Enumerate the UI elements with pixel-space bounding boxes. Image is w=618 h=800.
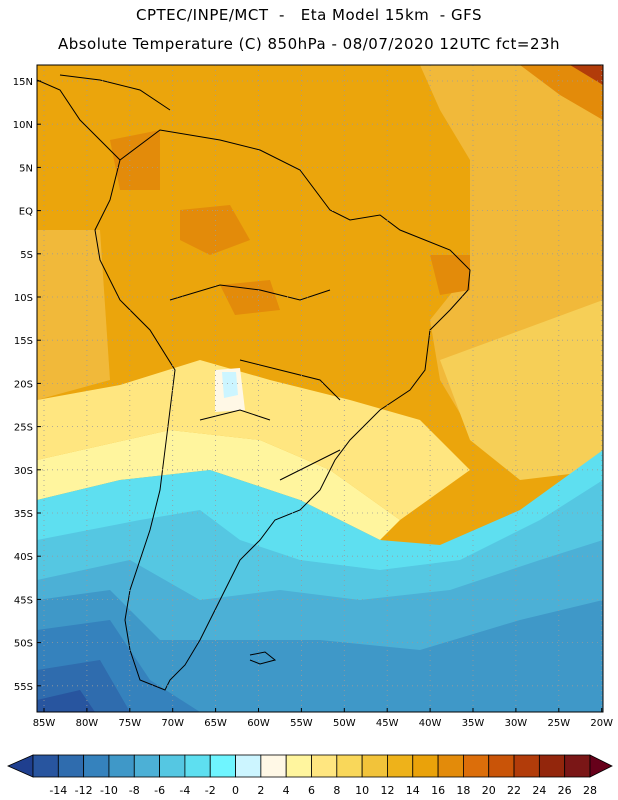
chart-title-line2: Absolute Temperature (C) 850hPa - 08/07/… <box>57 35 561 53</box>
latitude-label: 30S <box>14 466 33 477</box>
colorbar <box>7 754 613 778</box>
colorbar-label: 14 <box>406 784 420 797</box>
colorbar-swatch <box>32 754 59 778</box>
colorbar-label: 26 <box>558 784 572 797</box>
longitude-label: 70W <box>161 718 184 729</box>
colorbar-swatch <box>437 754 464 778</box>
colorbar-min-arrow <box>7 754 34 778</box>
colorbar-swatch <box>235 754 262 778</box>
latitude-label: 15S <box>14 336 33 347</box>
colorbar-labels: -14 -12 -10 -8 -6 -4 -2 0 2 4 6 8 10 12 14 16 18 20 22 24 26… <box>49 784 597 797</box>
colorbar-swatch <box>209 754 236 778</box>
colorbar-label: 4 <box>283 784 290 797</box>
colorbar-swatch <box>285 754 312 778</box>
central-america-coast <box>36 79 121 161</box>
latitude-label: 35S <box>14 509 33 520</box>
colorbar-swatch <box>133 754 160 778</box>
colorbar-swatch <box>412 754 439 778</box>
caribbean-coast <box>59 74 171 111</box>
colorbar-swatch <box>488 754 515 778</box>
colorbar-label: 22 <box>507 784 521 797</box>
colorbar-label: 12 <box>380 784 394 797</box>
latitude-label: 15N <box>13 77 33 88</box>
coastline-layer <box>36 74 471 691</box>
colorbar-label: 16 <box>431 784 445 797</box>
longitude-label: 45W <box>376 718 399 729</box>
colorbar-label: 18 <box>456 784 470 797</box>
longitude-label: 75W <box>118 718 141 729</box>
colorbar-label: -10 <box>100 784 118 797</box>
colorbar-swatch <box>311 754 338 778</box>
latitude-label: 50S <box>14 639 33 650</box>
latitude-label: 5N <box>19 163 33 174</box>
longitude-label: 65W <box>204 718 227 729</box>
latitude-label: 20S <box>14 379 33 390</box>
longitude-label: 55W <box>290 718 313 729</box>
colorbar-swatch <box>513 754 540 778</box>
colorbar-swatch <box>463 754 490 778</box>
colorbar-swatch <box>387 754 414 778</box>
longitude-label: 40W <box>419 718 442 729</box>
uruguay-river-border <box>279 449 341 481</box>
internal-border <box>169 284 331 301</box>
latitude-label: 45S <box>14 595 33 606</box>
colorbar-label: -8 <box>129 784 140 797</box>
colorbar-swatch <box>564 754 591 778</box>
colorbar-label: 10 <box>355 784 369 797</box>
latitude-label: 5S <box>20 250 33 261</box>
colorbar-max-arrow <box>589 754 613 778</box>
colorbar-label: 20 <box>482 784 496 797</box>
colorbar-swatch <box>83 754 110 778</box>
map-frame <box>36 64 604 713</box>
colorbar-label: -12 <box>75 784 93 797</box>
internal-border <box>199 409 271 421</box>
colorbar-swatch <box>184 754 211 778</box>
latitude-label: 10S <box>14 293 33 304</box>
south-america-coast <box>94 129 471 691</box>
latitude-label: 40S <box>14 552 33 563</box>
chart-title-line1: CPTEC/INPE/MCT - Eta Model 15km - GFS <box>136 6 482 24</box>
colorbar-swatch <box>538 754 566 778</box>
latitude-label: EQ <box>19 207 33 218</box>
colorbar-swatch <box>159 754 186 778</box>
colorbar-label: -2 <box>205 784 216 797</box>
falklands-coast <box>249 651 277 665</box>
latitude-label: 55S <box>14 682 33 693</box>
colorbar-swatch <box>361 754 388 778</box>
internal-border <box>239 359 341 401</box>
latitude-label: 25S <box>14 423 33 434</box>
latitude-axis-labels: 15N 10N 5N EQ 5S 10S 15S 20S 25S 30S 35S 40S 45S 50S 5… <box>13 77 41 693</box>
colorbar-label: 24 <box>532 784 546 797</box>
longitude-label: 20W <box>590 718 613 729</box>
colorbar-label: 2 <box>257 784 264 797</box>
temperature-field <box>37 65 603 712</box>
longitude-label: 50W <box>333 718 356 729</box>
colorbar-label: 8 <box>333 784 340 797</box>
colorbar-label: -6 <box>154 784 165 797</box>
longitude-label: 35W <box>462 718 485 729</box>
colorbar-swatch <box>260 754 287 778</box>
colorbar-label: 0 <box>232 784 239 797</box>
longitude-label: 60W <box>247 718 270 729</box>
longitude-label: 80W <box>76 718 99 729</box>
colorbar-label: 28 <box>583 784 597 797</box>
longitude-axis-labels: 85W 80W 75W 70W 65W 60W 55W 50W 45W 40W 35W 30W 25W 2… <box>33 708 613 729</box>
colorbar-swatch <box>57 754 85 778</box>
longitude-label: 25W <box>547 718 570 729</box>
longitude-label: 30W <box>505 718 528 729</box>
colorbar-label: -4 <box>179 784 190 797</box>
latitude-label: 10N <box>13 120 33 131</box>
colorbar-label: -14 <box>49 784 67 797</box>
colorbar-label: 6 <box>308 784 315 797</box>
colorbar-swatch <box>336 754 363 778</box>
longitude-label: 85W <box>33 718 56 729</box>
colorbar-swatch <box>108 754 135 778</box>
